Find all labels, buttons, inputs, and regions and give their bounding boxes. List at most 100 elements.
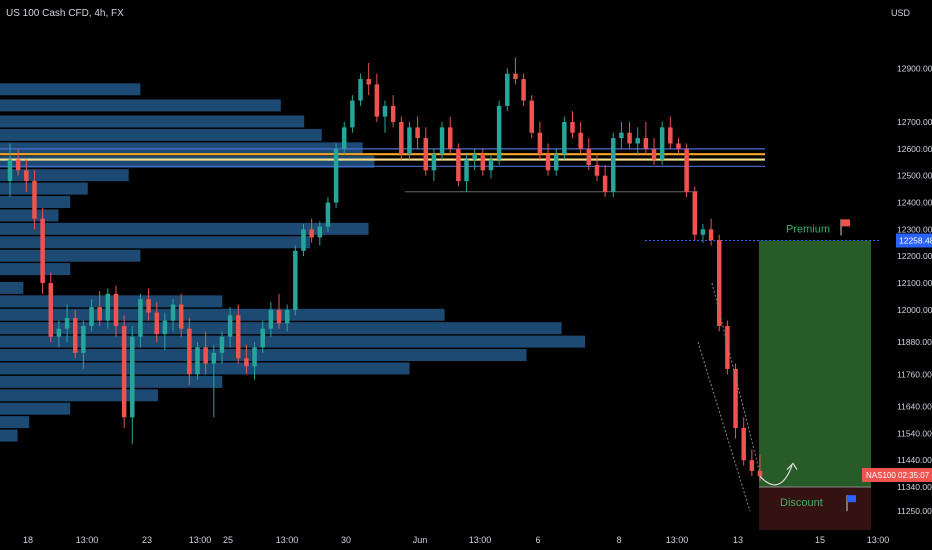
y-tick-label: 12100.00 [897, 278, 932, 288]
volume-profile-bar [0, 249, 141, 262]
candle-body [749, 460, 755, 471]
candle-body [81, 326, 86, 353]
y-tick-label: 12200.00 [897, 251, 932, 261]
discount-label: Discount [780, 497, 823, 509]
candle-body [121, 326, 127, 418]
candle-body [219, 336, 225, 353]
x-tick-label: 13:00 [189, 535, 212, 545]
y-tick-label: 12300.00 [897, 224, 932, 234]
candle-body [382, 105, 388, 117]
candle-body [154, 312, 159, 335]
candle-body [325, 202, 331, 227]
volume-profile-bar [0, 295, 223, 308]
candle-body [293, 250, 298, 310]
x-tick-label: Jun [413, 535, 428, 545]
candle-body [130, 336, 135, 418]
x-tick-label: 30 [341, 535, 351, 545]
candle-body [602, 175, 608, 192]
candle-body [733, 368, 738, 428]
candle-body [513, 73, 518, 80]
candle-body [350, 100, 355, 128]
volume-profile-bar [0, 308, 445, 321]
candle-body [56, 328, 62, 337]
candle-body [521, 79, 526, 101]
projection-arrow [759, 465, 793, 486]
volume-profile-bar [0, 222, 369, 235]
candle-body [594, 164, 600, 176]
candle-body [187, 328, 192, 375]
x-tick-label: 6 [535, 535, 540, 545]
y-tick-label: 12700.00 [897, 117, 932, 127]
candle-body [146, 299, 151, 313]
y-tick-label: 12000.00 [897, 305, 932, 315]
blue-flag-icon [847, 495, 856, 503]
candle-body [708, 229, 714, 241]
candle-body [488, 159, 494, 171]
candle-body [399, 122, 404, 155]
candle-body [113, 293, 119, 326]
candle-body [178, 304, 184, 329]
volume-profile-bar [0, 389, 158, 402]
candle-body [700, 229, 706, 235]
candle-body [195, 347, 200, 375]
x-tick-label: 25 [223, 535, 233, 545]
candle-body [309, 229, 314, 238]
candle-body [162, 320, 168, 335]
y-tick-label: 11640.00 [897, 402, 932, 412]
red-flag-icon [841, 219, 850, 227]
candle-body [268, 309, 274, 329]
volume-profile-bar [0, 416, 30, 429]
candle-body [570, 122, 575, 133]
candle-body [203, 347, 208, 364]
volume-profile-bar [0, 402, 71, 415]
symbol-header[interactable]: US 100 Cash CFD, 4h, FX [6, 8, 124, 19]
candle-body [7, 159, 13, 182]
candle-body [692, 191, 698, 235]
candle-body [236, 315, 241, 359]
volume-profile-bar [0, 349, 527, 362]
candle-body [635, 138, 640, 144]
candle-body [89, 307, 94, 326]
candle-body [48, 283, 54, 337]
discount-zone [759, 487, 871, 530]
current-level-tag-label: 12258.48 [899, 236, 932, 246]
volume-profile-bar [0, 209, 59, 222]
candle-body [390, 105, 396, 122]
candle-body [643, 138, 649, 149]
candle-body [341, 127, 347, 149]
premium-label: Premium [786, 223, 830, 235]
candle-body [586, 148, 592, 165]
x-tick-label: 8 [616, 535, 621, 545]
candle-body [464, 159, 469, 182]
candle-body [284, 309, 290, 324]
candle-body [72, 317, 78, 353]
candle-body [415, 127, 420, 139]
premium-zone [759, 240, 871, 488]
candle-body [496, 105, 502, 160]
candle-body [431, 154, 437, 171]
candle-body [227, 315, 233, 337]
candle-body [333, 148, 339, 203]
candle-body [611, 138, 616, 192]
candle-body [358, 79, 363, 101]
candle-body [562, 122, 567, 155]
candle-body [651, 148, 657, 160]
x-tick-label: 18 [23, 535, 33, 545]
candle-body [407, 127, 412, 155]
volume-profile-bar [0, 263, 71, 276]
candle-body [619, 132, 624, 139]
price-tag-symbol: NAS100 [866, 471, 896, 480]
y-tick-label: 11440.00 [897, 455, 932, 465]
wedge-line-lower [697, 341, 751, 512]
candle-body [97, 307, 102, 321]
candle-body [374, 84, 380, 117]
volume-profile-bar [0, 335, 585, 348]
current-level-tag [896, 233, 932, 248]
candle-body [627, 132, 632, 144]
x-tick-label: 13:00 [666, 535, 689, 545]
y-tick-label: 12500.00 [897, 171, 932, 181]
candle-body [545, 154, 551, 171]
volume-profile-bar [0, 99, 281, 112]
